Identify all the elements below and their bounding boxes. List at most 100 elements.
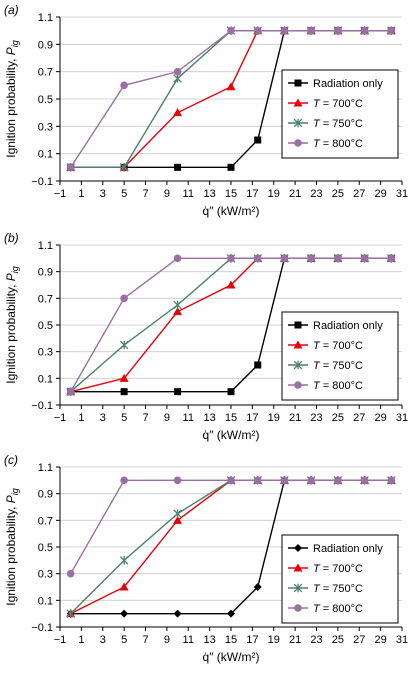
x-tick-label: 7	[142, 634, 148, 646]
data-point	[173, 509, 182, 518]
x-tick-label: 23	[310, 634, 322, 646]
y-tick-label: 0.1	[38, 373, 53, 385]
data-point	[307, 26, 315, 35]
x-tick-label: 9	[164, 412, 170, 424]
legend: Radiation only T = 700°C T = 750°C T = 800°…	[281, 311, 399, 401]
legend-label: T = 700°C	[313, 340, 363, 352]
panel-label: (c)	[4, 453, 18, 467]
y-tick-label: 0.5	[38, 542, 53, 554]
y-tick-label: 0.9	[38, 267, 53, 279]
x-tick-label: 29	[375, 188, 387, 200]
data-point	[280, 26, 289, 35]
data-point	[253, 26, 262, 35]
legend-marker	[294, 604, 302, 612]
legend-marker	[293, 360, 303, 370]
x-axis-label: q̇″ (kW/m²)	[203, 204, 260, 218]
x-tick-label: 13	[204, 188, 216, 200]
data-point	[227, 163, 235, 171]
legend: Radiation only T = 700°C T = 750°C T = 800°…	[281, 69, 399, 159]
data-point	[173, 515, 183, 524]
y-tick-label: 0.3	[38, 121, 53, 133]
y-tick-label: 0.3	[38, 569, 53, 581]
data-point	[119, 340, 129, 350]
y-tick-label: 0.5	[38, 94, 53, 106]
data-point	[173, 609, 182, 618]
data-point	[66, 569, 75, 578]
chart-panel-3: −0.10.10.30.50.70.91.1−1 1 3 5 7 9 11 13 15 17 19 2…	[4, 453, 408, 664]
data-point	[120, 609, 129, 618]
data-point	[119, 163, 129, 172]
panel-label: (b)	[4, 231, 19, 245]
y-axis-label: Ignition probability, Pig	[4, 40, 20, 158]
series-line	[70, 29, 392, 168]
x-tick-label: 1	[78, 188, 84, 200]
x-tick-label: 9	[164, 188, 170, 200]
x-tick-label: 5	[121, 412, 127, 424]
data-point	[307, 254, 315, 263]
data-point	[174, 163, 182, 171]
legend-label: T = 700°C	[313, 98, 363, 110]
data-point	[227, 476, 235, 485]
x-tick-label: 5	[121, 634, 127, 646]
data-point	[120, 476, 128, 485]
y-tick-label: 0.7	[38, 515, 53, 527]
x-tick-label: 11	[183, 412, 194, 424]
y-tick-label: 0.7	[38, 293, 53, 305]
y-tick-label: 0.7	[38, 67, 53, 79]
y-tick-label: 1.1	[38, 462, 53, 474]
data-point	[173, 108, 183, 117]
data-point	[66, 387, 75, 396]
x-tick-label: 25	[332, 412, 344, 424]
x-tick-label: 29	[375, 412, 387, 424]
x-tick-label: 31	[396, 188, 408, 200]
legend-marker	[293, 583, 303, 593]
legend-label: T = 800°C	[313, 138, 363, 150]
legend: Radiation only T = 700°C T = 750°C T = 800°…	[281, 534, 399, 624]
legend-label: Radiation only	[313, 543, 383, 555]
x-tick-label: 17	[246, 188, 258, 200]
data-point	[280, 254, 289, 263]
data-point	[254, 136, 262, 144]
chart-panel-2: −0.10.10.30.50.70.91.1−1 1 3 5 7 9 11 13 15 17 19 2…	[4, 231, 408, 442]
y-tick-label: 0.5	[38, 320, 53, 332]
data-point	[119, 582, 129, 591]
data-point	[174, 388, 182, 396]
legend-marker	[293, 563, 303, 572]
data-point	[66, 609, 75, 618]
x-tick-label: 17	[246, 412, 258, 424]
data-point	[227, 609, 235, 618]
x-tick-label: 31	[396, 412, 408, 424]
legend-label: T = 700°C	[313, 563, 363, 575]
data-point	[334, 26, 342, 35]
x-tick-label: 11	[183, 188, 194, 200]
x-tick-label: 25	[332, 634, 344, 646]
legend-marker	[293, 98, 303, 107]
x-tick-label: 13	[204, 634, 216, 646]
x-tick-label: 5	[121, 188, 127, 200]
x-tick-label: 7	[142, 412, 148, 424]
y-tick-label: −0.1	[31, 400, 53, 412]
data-point	[360, 476, 369, 485]
x-tick-label: 31	[396, 634, 408, 646]
x-tick-label: 15	[225, 188, 237, 200]
x-tick-label: 27	[353, 634, 365, 646]
x-tick-label: 17	[246, 634, 258, 646]
legend-label: T = 750°C	[313, 583, 363, 595]
data-point	[226, 280, 236, 289]
series-line	[70, 479, 392, 575]
legend-marker	[294, 79, 302, 87]
data-point	[387, 254, 396, 263]
y-tick-label: −0.1	[31, 622, 53, 634]
data-point	[387, 476, 396, 485]
x-tick-label: 13	[204, 412, 216, 424]
panel-label: (a)	[4, 3, 19, 17]
x-axis-label: q̇″ (kW/m²)	[203, 650, 260, 664]
data-point	[120, 294, 128, 303]
x-tick-label: 1	[78, 634, 84, 646]
data-point	[173, 254, 182, 263]
x-tick-label: 9	[164, 634, 170, 646]
data-point	[120, 388, 128, 396]
series-line	[70, 257, 392, 393]
y-tick-label: 0.1	[38, 595, 53, 607]
